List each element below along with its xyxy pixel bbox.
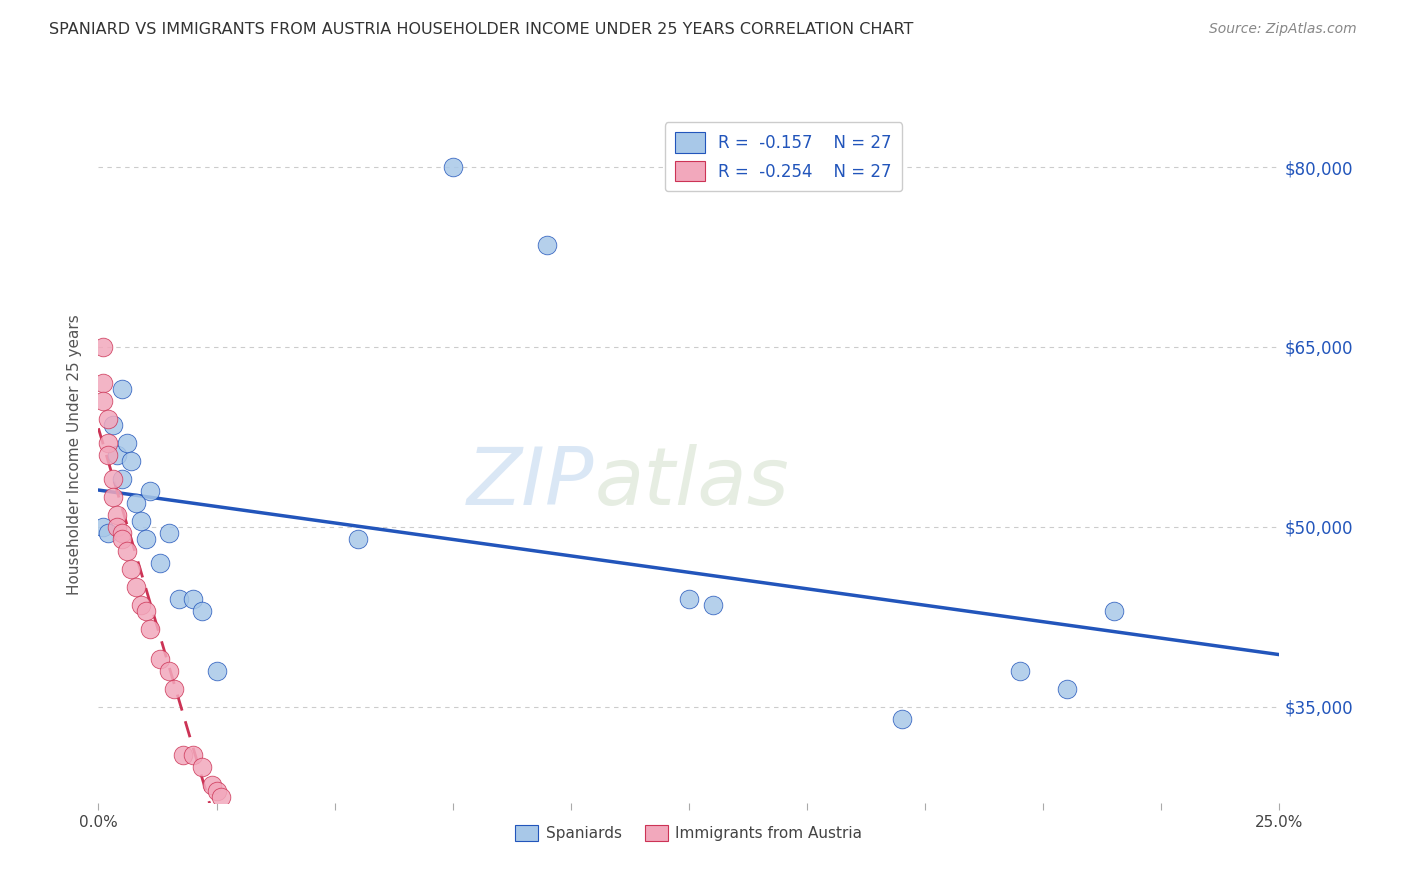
Point: [91, 376, 114, 390]
Point: [91, 393, 114, 408]
Point: [111, 525, 134, 540]
Point: [111, 382, 134, 396]
Point: [101, 472, 124, 486]
Point: [105, 508, 128, 522]
Point: [149, 556, 172, 570]
Point: [536, 238, 558, 252]
Point: [129, 598, 152, 612]
Point: [115, 544, 138, 558]
Point: [1008, 664, 1031, 678]
Point: [1056, 681, 1078, 696]
Point: [125, 580, 148, 594]
Point: [890, 712, 912, 726]
Point: [157, 664, 180, 678]
Point: [135, 604, 157, 618]
Point: [172, 747, 194, 762]
Point: [121, 454, 143, 468]
Point: [181, 591, 204, 606]
Point: [167, 591, 190, 606]
Point: [101, 490, 124, 504]
Text: atlas: atlas: [595, 443, 789, 522]
Point: [115, 436, 138, 450]
Point: [347, 532, 370, 546]
Point: [205, 664, 228, 678]
Legend: Spaniards, Immigrants from Austria: Spaniards, Immigrants from Austria: [509, 819, 869, 847]
Point: [97, 412, 120, 426]
Y-axis label: Householder Income Under 25 years: Householder Income Under 25 years: [67, 315, 83, 595]
Point: [209, 789, 232, 804]
Point: [139, 622, 162, 636]
Point: [97, 525, 120, 540]
Point: [125, 496, 148, 510]
Point: [135, 532, 157, 546]
Point: [205, 784, 228, 798]
Point: [191, 604, 214, 618]
Point: [97, 436, 120, 450]
Point: [121, 562, 143, 576]
Point: [129, 514, 152, 528]
Point: [157, 525, 180, 540]
Point: [181, 747, 204, 762]
Text: Source: ZipAtlas.com: Source: ZipAtlas.com: [1209, 22, 1357, 37]
Point: [139, 483, 162, 498]
Point: [111, 532, 134, 546]
Point: [105, 520, 128, 534]
Point: [149, 652, 172, 666]
Point: [1102, 604, 1125, 618]
Point: [91, 520, 114, 534]
Point: [678, 591, 700, 606]
Text: ZIP: ZIP: [467, 443, 595, 522]
Text: SPANIARD VS IMMIGRANTS FROM AUSTRIA HOUSEHOLDER INCOME UNDER 25 YEARS CORRELATIO: SPANIARD VS IMMIGRANTS FROM AUSTRIA HOUS…: [49, 22, 914, 37]
Point: [201, 778, 224, 792]
Point: [111, 472, 134, 486]
Point: [441, 160, 464, 174]
Point: [105, 448, 128, 462]
Point: [91, 340, 114, 354]
Point: [191, 760, 214, 774]
Point: [702, 598, 724, 612]
Point: [101, 417, 124, 432]
Point: [163, 681, 186, 696]
Point: [97, 448, 120, 462]
